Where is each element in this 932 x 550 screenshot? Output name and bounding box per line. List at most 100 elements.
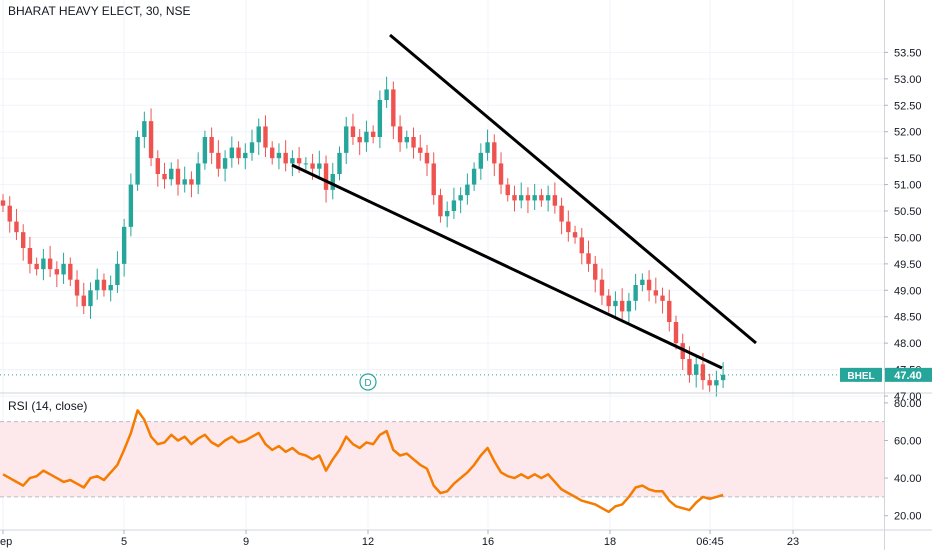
price-tick-label: 50.00 (894, 232, 922, 244)
candle (492, 134, 497, 177)
candle-body (579, 237, 584, 254)
candle (14, 208, 19, 241)
candle-body (431, 163, 436, 196)
rsi-tick-label: 40.00 (894, 473, 922, 485)
candle (189, 171, 194, 198)
candle-body (606, 295, 611, 307)
candle-body (115, 263, 120, 286)
candle-body (202, 137, 208, 164)
candle-body (714, 380, 719, 386)
candle-body (525, 195, 531, 201)
candle (431, 152, 436, 205)
rsi-tick-label: 20.00 (894, 511, 922, 523)
candle-body (330, 174, 335, 190)
candle-body (20, 232, 26, 249)
rsi-series (2, 409, 724, 514)
candle (216, 140, 221, 177)
price-tick-label: 47.00 (894, 391, 922, 403)
candle-body (640, 279, 645, 286)
candle-body (169, 168, 174, 180)
candle (539, 188, 544, 207)
rsi-tick-label: 80.00 (894, 398, 922, 410)
candle-body (317, 163, 322, 169)
candle-body (74, 279, 80, 296)
candle (81, 282, 86, 315)
candle-body (323, 163, 329, 190)
price-tick-label: 53.00 (894, 74, 922, 86)
candle (660, 287, 665, 314)
candle (128, 173, 134, 237)
price-tick-label: 52.50 (894, 100, 922, 112)
overlays: BHEL 47.40 D (0, 367, 932, 391)
candle-body (155, 158, 160, 175)
candle-body (344, 126, 349, 153)
grid (0, 0, 884, 534)
price-tick-label: 52.00 (894, 127, 922, 139)
candle (101, 273, 107, 297)
candle-body (404, 137, 409, 143)
candle-body (128, 184, 134, 227)
candle-body (283, 152, 288, 164)
candle-body (377, 100, 383, 138)
candles (0, 76, 726, 397)
candle (593, 255, 598, 293)
upper-trendline (389, 33, 757, 345)
rsi-band (0, 421, 884, 498)
candle-body (41, 258, 46, 270)
candle (680, 333, 685, 371)
candle-body (532, 195, 537, 201)
candle (27, 236, 33, 274)
candle-body (566, 221, 571, 233)
candle-body (95, 279, 100, 291)
candle (303, 157, 309, 170)
candle (155, 150, 160, 187)
candle-body (559, 205, 564, 222)
candle-body (586, 253, 591, 264)
candle (424, 144, 430, 177)
candle (673, 315, 679, 350)
rsi-title: RSI (14, close) (8, 399, 88, 413)
candle-body (418, 147, 423, 153)
candle (653, 277, 659, 304)
candle (148, 108, 154, 167)
candle (465, 173, 470, 205)
candle-body (444, 211, 450, 217)
candle-body (424, 152, 430, 164)
symbol-title: BHARAT HEAVY ELECT, 30, NSE (8, 4, 191, 18)
candle-body (438, 195, 443, 217)
candle-body (135, 137, 140, 185)
candle-body (303, 163, 309, 165)
candle-body (81, 295, 86, 307)
candle-body (337, 152, 342, 175)
candle-body (572, 232, 578, 238)
candle-body (599, 279, 605, 296)
candle (283, 140, 288, 172)
price-tag-bg (885, 367, 932, 382)
candle (175, 159, 181, 196)
candle-body (47, 258, 53, 270)
candle-body (687, 359, 692, 375)
candle-body (384, 89, 389, 101)
candle (438, 188, 443, 223)
event-marker: D (359, 373, 377, 391)
candle (693, 356, 699, 388)
last-price-tag: BHEL 47.40 (840, 367, 932, 382)
candle (169, 162, 174, 186)
candle-body (707, 380, 712, 386)
candle (330, 162, 335, 200)
price-tick-label: 51.50 (894, 153, 922, 165)
symbol-tag-label: BHEL (847, 371, 874, 382)
candle (229, 136, 235, 168)
candle-body (478, 152, 484, 169)
candle (323, 155, 329, 203)
candle-body (519, 195, 524, 201)
candle (47, 245, 53, 278)
candle (142, 111, 147, 149)
candle (95, 268, 100, 300)
candle-body (310, 163, 315, 169)
candle-body (61, 263, 66, 275)
candle-body (391, 89, 396, 127)
time-tick-label: 12 (362, 536, 374, 548)
